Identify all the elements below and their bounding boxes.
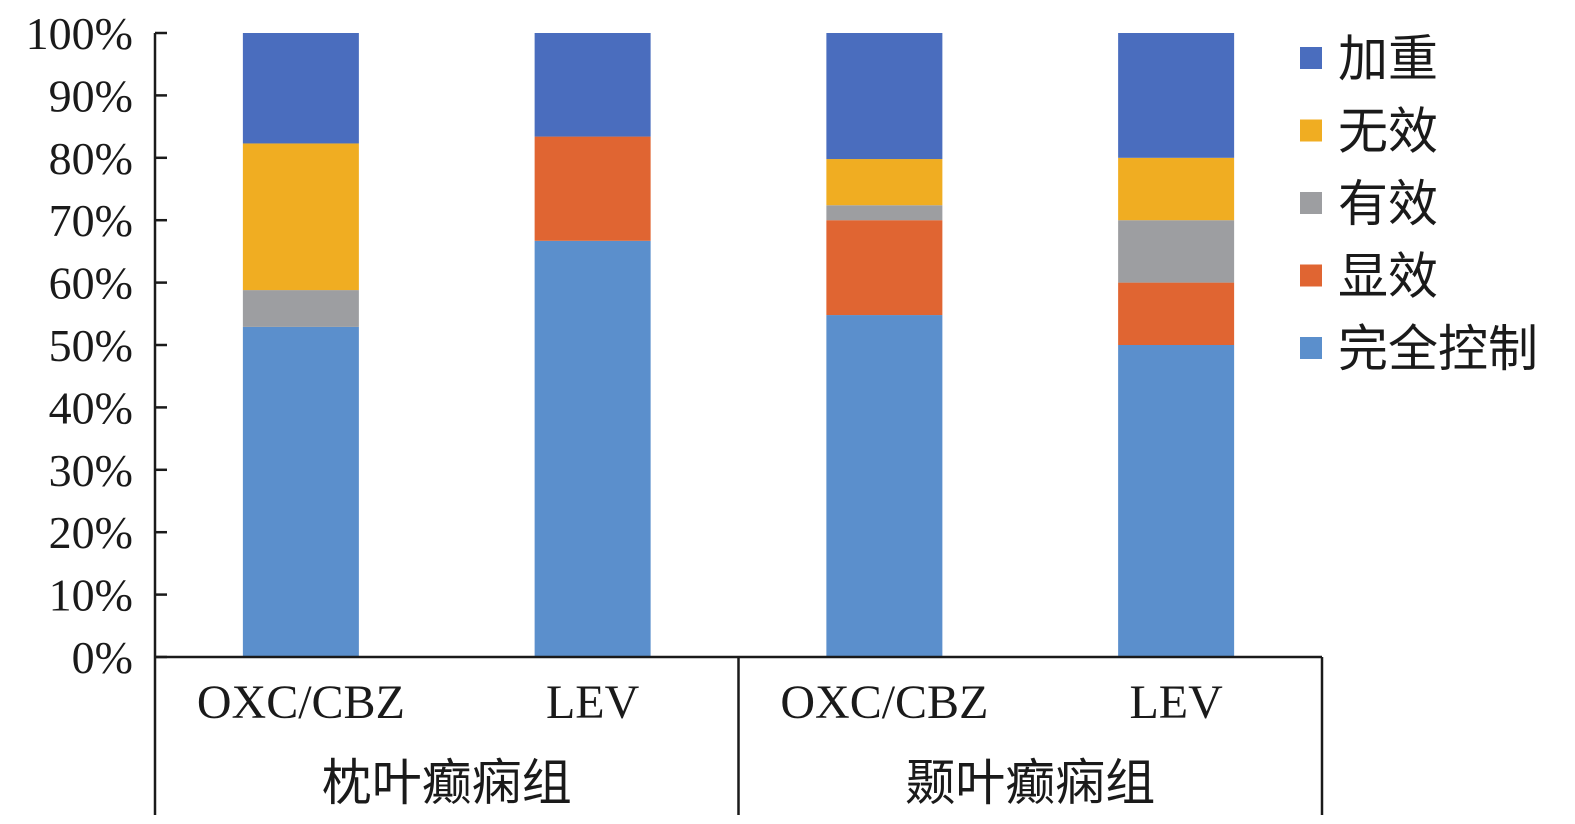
group-label: 颞叶癫痫组 (905, 754, 1155, 812)
x-axis: OXC/CBZ LEV OXC/CBZ LEV 枕叶癫痫组 颞叶癫痫组 (155, 655, 1324, 815)
bar-segment (534, 240, 651, 658)
x-tick-label: OXC/CBZ (197, 676, 405, 729)
legend-label: 加重 (1338, 30, 1438, 88)
legend-label: 显效 (1338, 248, 1438, 306)
group-label: 枕叶癫痫组 (322, 754, 572, 812)
y-tick-label: 100% (26, 8, 133, 59)
y-tick-label: 90% (49, 70, 133, 121)
legend-swatch (1300, 192, 1322, 214)
bar-segment (534, 33, 651, 137)
bar-segment (826, 315, 943, 657)
bar-segment (826, 205, 943, 221)
y-tick-label: 30% (49, 445, 133, 496)
legend-swatch (1300, 264, 1322, 287)
bar-segment (242, 290, 359, 327)
legend-swatch (1300, 337, 1322, 359)
x-tick-label: LEV (546, 676, 640, 729)
legend-label: 有效 (1338, 175, 1438, 233)
bar-segment (1118, 157, 1235, 221)
bar-segment (242, 326, 359, 657)
legend-label: 完全控制 (1338, 320, 1538, 378)
bar-segment (1118, 220, 1235, 283)
bar-segment (1118, 282, 1235, 345)
y-tick-label: 20% (49, 507, 133, 558)
y-tick-label: 70% (49, 195, 133, 246)
y-tick-label: 50% (49, 320, 133, 371)
legend-swatch (1300, 119, 1322, 142)
y-tick-label: 0% (72, 632, 133, 683)
bars-layer (242, 33, 1235, 658)
legend-swatch (1300, 47, 1322, 69)
bar-segment (1118, 33, 1235, 158)
x-tick-label: LEV (1129, 676, 1223, 729)
y-tick-label: 80% (49, 133, 133, 184)
y-axis: 0% 10% 20% 30% 40% 50% 60% 70% 80% 90% 100% (26, 8, 167, 815)
bar-segment (534, 136, 651, 241)
bar-segment (826, 159, 943, 206)
x-tick-label: OXC/CBZ (780, 676, 988, 729)
bar-segment (826, 33, 943, 160)
bar-segment (826, 220, 943, 316)
bar-segment (1118, 345, 1235, 657)
bar-segment (242, 33, 359, 144)
y-tick-label: 40% (49, 382, 133, 433)
bar-segment (242, 143, 359, 291)
y-tick-label: 10% (49, 570, 133, 621)
legend-label: 无效 (1338, 103, 1438, 161)
y-tick-label: 60% (49, 258, 133, 309)
